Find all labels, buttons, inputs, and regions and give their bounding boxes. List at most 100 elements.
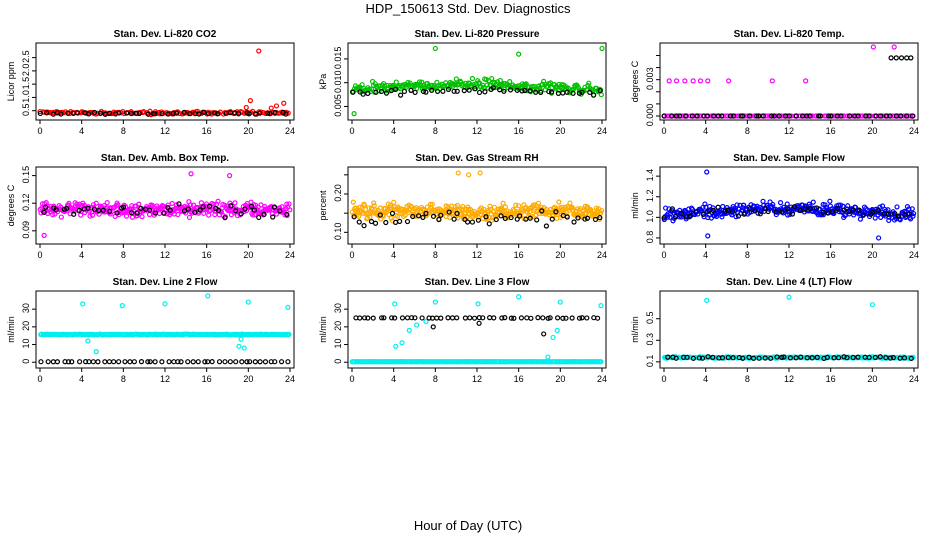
- data-point: [820, 209, 826, 215]
- data-point: [273, 103, 280, 109]
- data-point: [50, 359, 56, 365]
- data-point: [694, 113, 700, 119]
- x-tick-label: 24: [597, 250, 607, 260]
- data-point: [597, 215, 603, 221]
- data-point: [798, 354, 804, 360]
- data-point: [65, 359, 72, 365]
- y-tick-label: 0.003: [645, 67, 655, 90]
- x-tick-label: 8: [433, 250, 438, 260]
- data-point: [351, 214, 357, 220]
- data-point: [672, 113, 678, 119]
- data-point: [758, 208, 764, 214]
- data-point: [582, 216, 588, 222]
- data-point: [549, 216, 555, 222]
- x-tick-label: 4: [703, 374, 708, 384]
- x-tick-label: 4: [391, 126, 396, 136]
- x-tick-label: 16: [514, 126, 524, 136]
- series-2: [353, 315, 601, 337]
- data-point: [754, 113, 760, 119]
- panel-6: Stan. Dev. Sample Flow 0 4 8 12 16 20 24 0.8 1.0 1…: [630, 153, 919, 260]
- data-point: [195, 359, 201, 365]
- data-point: [824, 354, 830, 360]
- data-point: [278, 359, 285, 365]
- data-point: [705, 233, 711, 239]
- data-point: [846, 208, 852, 214]
- data-point: [490, 85, 496, 91]
- data-point: [138, 359, 145, 365]
- data-point: [423, 89, 429, 95]
- data-point: [430, 213, 437, 219]
- data-point: [41, 232, 47, 238]
- data-point: [185, 206, 191, 212]
- data-point: [826, 113, 832, 119]
- data-point: [575, 215, 581, 221]
- data-point: [866, 113, 872, 119]
- data-point: [786, 294, 792, 300]
- data-point: [507, 87, 514, 93]
- data-point: [547, 315, 553, 321]
- x-tick-label: 24: [597, 374, 607, 384]
- data-point: [845, 203, 851, 209]
- data-point: [757, 211, 763, 217]
- data-point: [85, 205, 91, 211]
- data-point: [887, 355, 894, 361]
- data-point: [524, 315, 530, 321]
- data-point: [704, 113, 710, 119]
- data-point: [159, 359, 165, 365]
- series-2: [661, 55, 916, 119]
- data-point: [419, 79, 425, 85]
- data-point: [477, 170, 483, 176]
- data-point: [185, 359, 191, 365]
- data-point: [129, 210, 135, 216]
- x-tick-label: 24: [285, 374, 295, 384]
- data-point: [186, 214, 193, 221]
- data-point: [449, 315, 456, 321]
- data-point: [673, 213, 679, 220]
- data-point: [482, 89, 488, 95]
- panel-title: Stan. Dev. Li-820 CO2: [114, 29, 217, 40]
- data-point: [460, 203, 466, 210]
- data-point: [65, 110, 71, 116]
- data-point: [497, 87, 503, 93]
- data-point: [169, 200, 175, 207]
- data-point: [791, 204, 798, 210]
- data-point: [476, 89, 483, 96]
- data-point: [480, 315, 486, 321]
- data-point: [107, 208, 113, 214]
- data-point: [710, 207, 716, 213]
- data-point: [579, 89, 585, 95]
- data-point: [134, 210, 140, 216]
- data-point: [522, 87, 528, 94]
- x-tick-label: 16: [826, 126, 836, 136]
- x-tick-label: 12: [160, 250, 170, 260]
- data-point: [85, 338, 91, 344]
- data-point: [139, 214, 145, 220]
- x-tick-label: 8: [121, 126, 126, 136]
- data-point: [37, 110, 43, 117]
- data-point: [850, 354, 856, 361]
- data-point: [413, 322, 420, 328]
- data-point: [857, 216, 864, 222]
- y-tick-label: 30: [333, 303, 343, 313]
- data-point: [571, 219, 577, 225]
- data-point: [807, 206, 813, 212]
- x-tick-label: 4: [703, 126, 708, 136]
- data-point: [190, 359, 196, 365]
- data-point: [702, 201, 708, 207]
- x-tick-label: 8: [121, 374, 126, 384]
- data-point: [286, 201, 292, 207]
- data-point: [202, 359, 208, 365]
- data-point: [367, 214, 373, 220]
- data-point: [502, 215, 508, 222]
- data-point: [823, 113, 829, 119]
- x-tick-label: 0: [37, 374, 42, 384]
- data-point: [80, 301, 86, 307]
- data-point: [577, 205, 584, 212]
- data-point: [785, 206, 791, 212]
- data-point: [91, 109, 98, 116]
- data-point: [584, 215, 591, 221]
- x-tick-label: 16: [826, 374, 836, 384]
- data-point: [198, 200, 204, 206]
- y-tick-label: 30: [21, 303, 31, 313]
- y-tick-label: 1.0: [21, 90, 31, 103]
